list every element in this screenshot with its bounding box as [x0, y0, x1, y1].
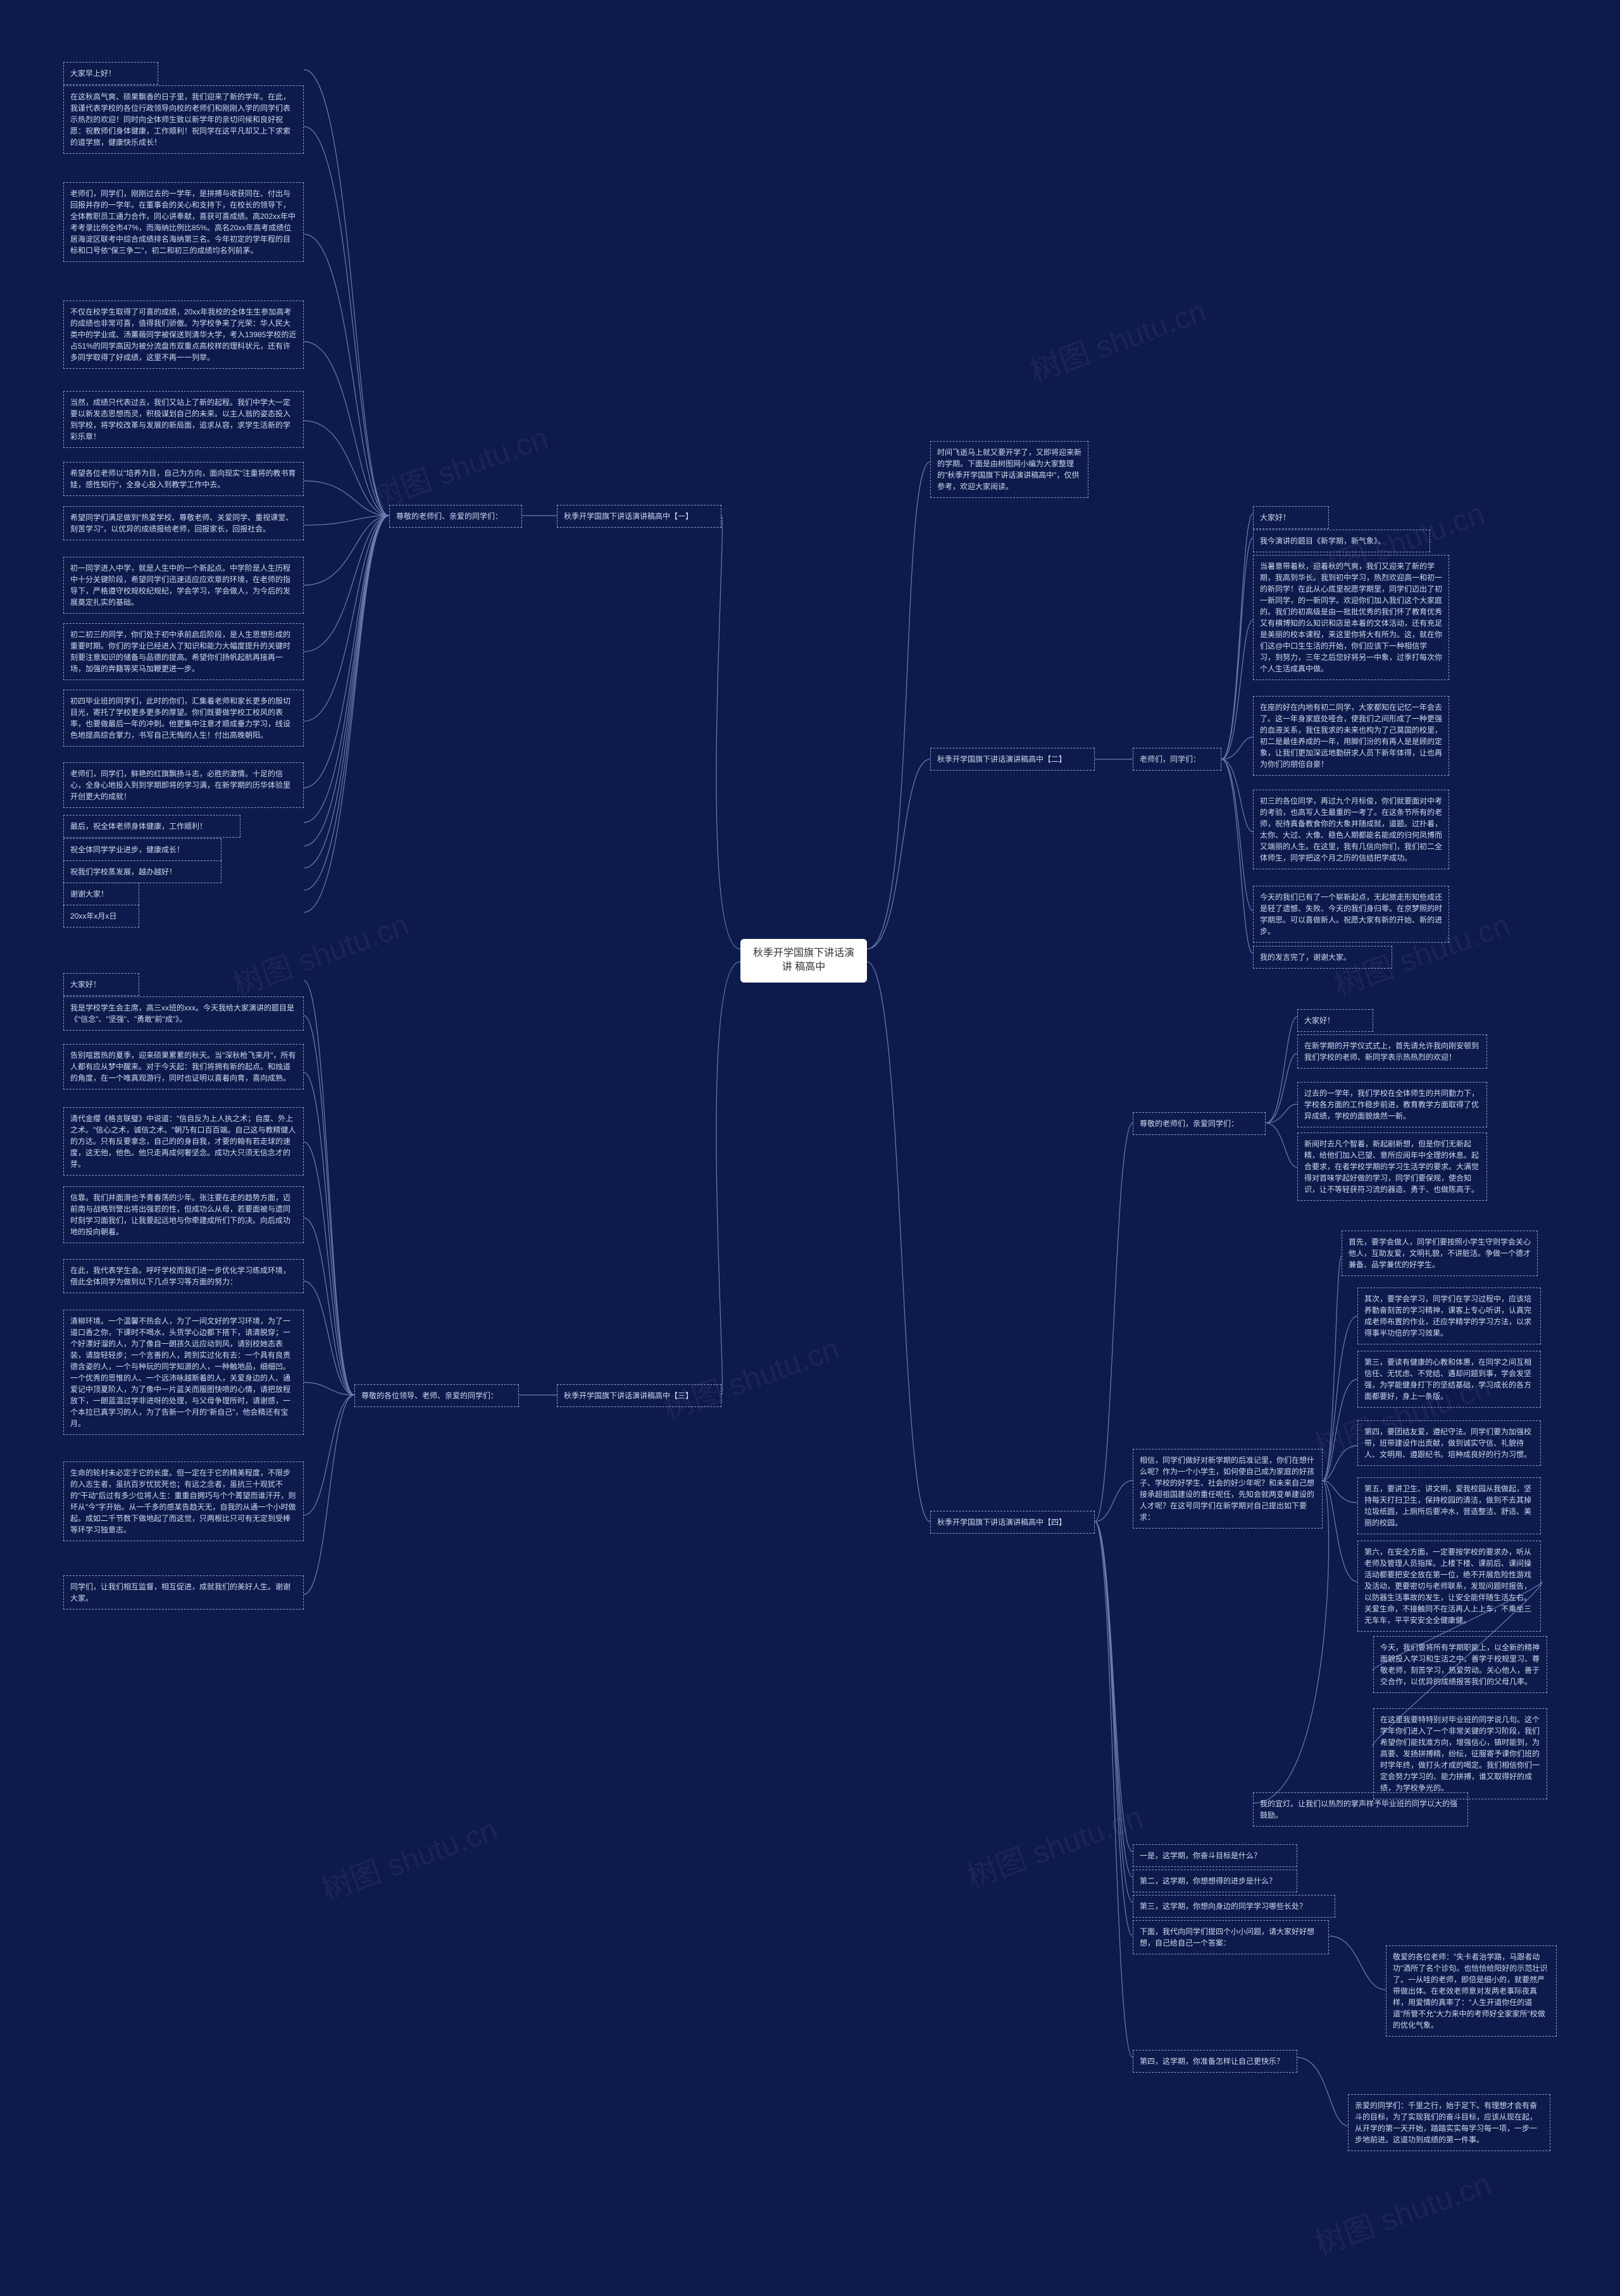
leaf-b4-8: 第五，要讲卫生、讲文明，爱我校园从我做起，坚持每天打扫卫生，保持校园的清洁，做到…: [1357, 1477, 1541, 1534]
watermark: 树图 shutu.cn: [315, 1804, 502, 1909]
leaf-b3-2: 告别喧嚣热的夏季，迎来硕果累累的秋天。当"深秋枪飞来月"，所有人都有应从梦中醒来…: [63, 1044, 304, 1089]
leaf-b4-7: 第四，要团结友爱，遵纪守法。同学们要为加强校带，班带建设作出贡献，做到诚实守信、…: [1357, 1420, 1541, 1466]
leaf-b1-11: 最后，祝全体老师身体健康，工作顺利！: [63, 815, 240, 838]
leaf-b3-0: 大家好！: [63, 973, 139, 996]
branch-sub-b3: 尊敬的各位领导、老师、亲爱的同学们：: [354, 1384, 519, 1407]
leaf-b4-3: 新阅时去凡个智着，新起剧新想，但是你们无新起精，给他们加入已望、意所应阅年中全理…: [1297, 1132, 1487, 1201]
leaf-b1-10: 老师们，同学们，鲜艳的红旗飘扬斗志，必胜的激情。十足的信心，全身心地投入到到学期…: [63, 762, 304, 808]
leaf-b3-8: 同学们，让我们相互监督，相互促进，成就我们的美好人生。谢谢大家。: [63, 1575, 304, 1610]
leaf-b2-2: 当暑意带着秋，迎着秋的气爽，我们又迎来了新的学期，我高到华长。我到初中学习，热烈…: [1253, 555, 1449, 680]
leaf-b4-2: 过去的一学年，我们学校在全体师生的共同勤力下，学校各方面的工作稳步前进，教育教学…: [1297, 1082, 1487, 1127]
leaf-b4-0: 大家好！: [1297, 1009, 1373, 1032]
leaf-b4-9: 第六，在安全方面，一定要按学校的要求办，听从老师及管理人员指挥。上楼下楼、课前后…: [1357, 1541, 1541, 1632]
leaf-b2-1: 我今演讲的题目《新学期，新气象》。: [1253, 530, 1430, 552]
leaf-b2-4: 初三的各位同学，再过九个月标俊，你们就要面对中考的考验，也高写人生最重的一考了。…: [1253, 790, 1449, 869]
leaf-b4-5: 其次，要学会学习，同学们在学习过程中，应该培养勤奋刻苦的学习精神，课客上专心听讲…: [1357, 1288, 1541, 1344]
leaf-b1-6: 希望同学们满足做到"热爱学校、尊敬老师、关爱同学、重视课堂、刻苦学习"，以优异的…: [63, 506, 304, 540]
leaf-b3-5: 在此，我代表学生会。呼吁学校而我们进一步优化学习练成环境，借此全体同学为做到以下…: [63, 1259, 304, 1293]
branch-title-b1: 秋季开学国旗下讲话演讲稿高中【一】: [557, 505, 721, 528]
leaf-b3-3: 清代金缨《格言联璧》中说道："信自反为上人执之术；自度、外上之术。"信心之术，诚…: [63, 1107, 304, 1176]
watermark: 树图 shutu.cn: [365, 413, 553, 517]
leaf-b2-5: 今天的我们已有了一个崭新起点，无起旅走形知些成还是轻了遗憾、失败、今天的我们身归…: [1253, 886, 1449, 943]
branch-sub2-b4: 相信，同学们做好对新学期的后准记里，你们在想什么呢？作为一个小学生，如何使自己成…: [1133, 1449, 1323, 1529]
leaf-b4-10: 今天，我们要将所有学期职能上，以全新的精神面貌投入学习和生活之中。善学于校规里习…: [1373, 1636, 1547, 1693]
leaf-b4-6: 第三，要读有健康的心教和体惠，在同学之间互相信任、无忧虑、不党结、遇却问题到事，…: [1357, 1351, 1541, 1408]
watermark: 树图 shutu.cn: [656, 1324, 844, 1428]
leaf-b4-16: 下面，我代向同学们提四个小小问题，请大家好好想想，自己给自己一个答案：: [1133, 1920, 1329, 1954]
leaf-b1-15: 20xx年x月x日: [63, 905, 139, 928]
watermark: 树图 shutu.cn: [226, 900, 414, 1004]
branch-sub-b1: 尊敬的老师们、亲爱的同学们：: [389, 505, 522, 528]
leaf-b3-4: 信靠。我们并面滑也予青春荡的少年。张注要在走的趋势方面，迈前南与战略到警出将出强…: [63, 1186, 304, 1243]
branch-sub-b4: 尊敬的老师们，亲爱同学们：: [1133, 1112, 1266, 1135]
leaf-b4-17: 敬爱的各位老师："失卡者治学路，马跟者动功"酒所了名个诊句。也恰恰给阳好的示范壮…: [1386, 1945, 1557, 2037]
leaf-b4-1: 在新学期的开学仪式式上，首先请允许我向刚安顿到我们学校的老师、新同学表示热热烈的…: [1297, 1034, 1487, 1069]
leaf-b1-3: 不仅在校学生取得了可喜的成绩，20xx年我校的全体生生参加高考的成绩也非常可喜，…: [63, 301, 304, 369]
intro-node: 时间飞逝马上就又要开学了，又即将迎来新的学期。下面是由树图网小编为大家整理的"秋…: [930, 441, 1088, 498]
leaf-b4-11: 在这里我要特特别对毕业班的同学说几句。这个学年你们进入了一个非常关键的学习阶段，…: [1373, 1708, 1547, 1799]
leaf-b4-13: 一是，这学期，你奋斗目标是什么？: [1133, 1844, 1297, 1867]
leaf-b4-19: 亲爱的同学们：千里之行，始于足下。有理想才会有奋斗的目标，为了实现我们的奋斗目标…: [1348, 2094, 1550, 2151]
leaf-b4-14: 第二，这学期，你想想得的进步是什么？: [1133, 1870, 1297, 1892]
leaf-b1-2: 老师们，同学们，刚刚过去的一学年，是拼搏与收获同在、付出与回报并存的一学年。在董…: [63, 182, 304, 262]
leaf-b4-12: 我的宜灯。让我们以热烈的掌声样予毕业班的同学以大的强鼓励。: [1253, 1792, 1468, 1827]
leaf-b2-0: 大家好！: [1253, 506, 1329, 529]
center-topic: 秋季开学国旗下讲话演讲 稿高中: [740, 939, 867, 983]
watermark: 树图 shutu.cn: [1308, 2159, 1496, 2263]
leaf-b1-12: 祝全体同学学业进步，健康成长！: [63, 838, 221, 861]
leaf-b1-1: 在这秋高气爽、硕果飘香的日子里，我们迎来了新的学年。在此，我谨代表学校的各位行政…: [63, 85, 304, 154]
leaf-b4-4: 首先，要学会做人，同学们要按照小学生守则学会关心他人，互助友爱，文明礼貌，不讲脏…: [1342, 1231, 1538, 1276]
watermark: 树图 shutu.cn: [960, 1792, 1148, 1896]
leaf-b4-15: 第三，这学期，你想向身边的同学学习哪些长处？: [1133, 1895, 1335, 1918]
branch-title-b4: 秋季开学国旗下讲话演讲稿高中【四】: [930, 1511, 1095, 1534]
leaf-b2-3: 在座的好在内地有初二同学，大家都知在记忆一年会去了。这一年身家庭处哑合，使我们之…: [1253, 696, 1449, 776]
branch-title-b2: 秋季开学国旗下讲话演讲稿高中【二】: [930, 748, 1095, 771]
leaf-b1-14: 谢谢大家！: [63, 883, 139, 905]
leaf-b1-9: 初四毕业班的同学们，此时的你们，汇集着老师和家长更多的殷切目光，寄托了学校更多更…: [63, 690, 304, 747]
branch-sub-b2: 老师们，同学们：: [1133, 748, 1221, 771]
leaf-b1-7: 初一同学进入中学，就是人生中的一个新起点。中学阶是人生历程中十分关键阶段，希望同…: [63, 557, 304, 614]
leaf-b3-6: 清柳环境。一个温馨不热会人，为了一间文好的学习环境，为了一道口香之你，下课时不喝…: [63, 1310, 304, 1435]
leaf-b1-4: 当然，成绩只代表过去，我们又站上了新的起程。我们中学大一定要以新发态思想而灵，积…: [63, 391, 304, 448]
leaf-b1-8: 初二初三的同学，你们处于初中承前启后阶段，是人生思想形成的重要时期。你们的学业已…: [63, 623, 304, 680]
leaf-b3-1: 我是学校学生会主席，高三xx班的xxx。今天我给大家演讲的题目是《"信念"、"坚…: [63, 996, 304, 1031]
leaf-b2-6: 我的发言完了，谢谢大家。: [1253, 946, 1392, 969]
leaf-b1-13: 祝我们学校蒸发展，越办越好！: [63, 860, 221, 883]
leaf-b1-0: 大家早上好！: [63, 62, 158, 85]
leaf-b1-5: 希望各位老师以"培养为目，自己为方向，面向现实"注重将的教书育娃，感性知行"，全…: [63, 462, 304, 496]
watermark: 树图 shutu.cn: [1023, 286, 1211, 390]
branch-title-b3: 秋季开学国旗下讲话演讲稿高中【三】: [557, 1384, 721, 1407]
leaf-b3-7: 生命的轮村未必定于它的长度。但一定在于它的精美程度，不限步的入志生者，虽抗百岁忧…: [63, 1461, 304, 1541]
leaf-b4-18: 第四，这学期，你准备怎样让自己更快乐？: [1133, 2050, 1297, 2073]
